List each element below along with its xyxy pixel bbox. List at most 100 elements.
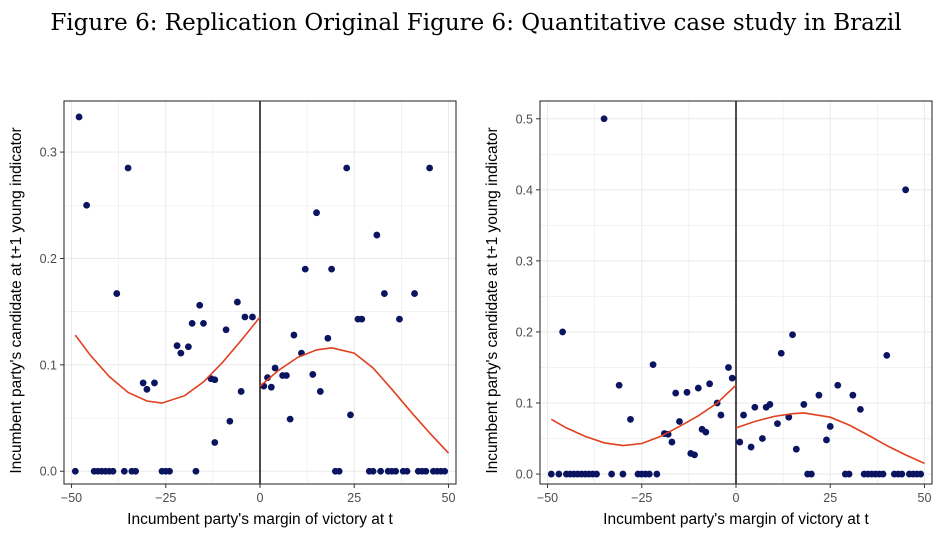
x-axis-label: Incumbent party's margin of victory at t <box>603 511 869 528</box>
x-axis-label: Incumbent party's margin of victory at t <box>127 511 393 528</box>
data-point <box>403 467 411 475</box>
data-point <box>747 443 755 451</box>
data-point <box>151 379 158 387</box>
data-point <box>691 451 698 459</box>
data-point <box>369 467 377 475</box>
data-point <box>800 401 808 408</box>
y-tick-label: 0.2 <box>516 325 533 339</box>
data-point <box>249 313 256 321</box>
data-point <box>237 388 245 395</box>
data-point <box>422 467 430 475</box>
data-point <box>702 428 710 436</box>
data-point <box>845 470 853 478</box>
y-tick-label: 0.0 <box>516 468 533 482</box>
data-point <box>826 423 834 430</box>
data-point <box>377 467 385 475</box>
x-tick-label: 0 <box>733 491 740 505</box>
data-point <box>600 115 608 123</box>
data-point <box>328 265 336 273</box>
y-tick-label: 0.3 <box>40 146 57 160</box>
y-axis-label: Incumbent party's candidate at t+1 young… <box>484 127 501 473</box>
data-point <box>109 467 117 475</box>
data-point <box>188 319 196 327</box>
data-point <box>173 342 181 350</box>
data-point <box>615 381 623 389</box>
data-point <box>286 415 294 423</box>
data-point <box>676 418 683 425</box>
x-tick-label: 25 <box>347 491 361 505</box>
data-point <box>211 439 219 446</box>
data-point <box>740 411 747 419</box>
y-tick-label: 0.0 <box>40 465 57 479</box>
data-point <box>373 231 381 239</box>
data-point <box>226 417 234 425</box>
data-point <box>411 290 418 297</box>
x-tick-label: 25 <box>823 491 837 505</box>
data-point <box>396 315 403 323</box>
data-point <box>192 467 200 475</box>
data-point <box>823 436 830 444</box>
data-point <box>706 380 714 388</box>
y-tick-label: 0.5 <box>516 112 533 126</box>
data-point <box>668 438 676 446</box>
data-point <box>71 467 79 475</box>
data-point <box>547 470 555 478</box>
data-point <box>758 435 766 442</box>
data-point <box>789 331 796 339</box>
data-point <box>917 470 925 478</box>
data-point <box>426 164 434 172</box>
data-point <box>441 467 449 475</box>
data-point <box>834 381 842 389</box>
data-point <box>271 364 279 372</box>
data-point <box>849 391 857 399</box>
data-point <box>380 290 388 297</box>
data-point <box>619 470 627 478</box>
data-point <box>728 374 736 382</box>
x-tick-label: −50 <box>61 491 82 505</box>
data-point <box>75 113 83 121</box>
data-point <box>143 385 151 393</box>
y-tick-label: 0.4 <box>516 183 533 197</box>
data-point <box>774 420 781 428</box>
data-point <box>766 401 774 408</box>
data-point <box>593 470 600 478</box>
data-point <box>241 313 249 321</box>
data-point <box>120 467 128 475</box>
data-point <box>559 328 567 336</box>
data-point <box>725 364 732 371</box>
data-point <box>883 351 891 359</box>
y-axis-label: Incumbent party's candidate at t+1 young… <box>8 127 25 473</box>
data-point <box>132 467 140 475</box>
data-point <box>347 411 354 419</box>
y-tick-label: 0.2 <box>40 252 57 266</box>
data-point <box>267 383 275 391</box>
fit-line-right <box>259 346 450 454</box>
data-point <box>785 413 793 421</box>
data-point <box>717 411 725 419</box>
x-tick-label: 0 <box>257 491 264 505</box>
data-point <box>792 445 800 453</box>
data-point <box>683 388 691 396</box>
data-point <box>313 209 320 217</box>
y-tick-label: 0.1 <box>40 358 57 372</box>
fit-line-left <box>74 316 261 404</box>
data-point <box>898 470 906 478</box>
data-point <box>139 379 147 387</box>
chart-right: −50 −25 0 25 50 0.0 0.1 0.2 0.3 0.4 0.5 Incumbent p… <box>484 100 933 528</box>
data-point <box>124 164 132 172</box>
data-point <box>358 315 366 323</box>
data-point <box>856 405 864 413</box>
data-point <box>645 470 653 478</box>
data-point <box>290 331 298 339</box>
data-point <box>233 298 241 306</box>
data-point <box>879 470 887 478</box>
data-point <box>316 388 324 395</box>
fit-line-left <box>550 384 737 447</box>
y-tick-label: 0.3 <box>516 254 533 268</box>
data-point <box>627 415 634 423</box>
data-point <box>309 371 317 378</box>
figure-title: Figure 6: Replication Original Figure 6:… <box>50 10 902 36</box>
x-tick-label: 50 <box>442 491 456 505</box>
y-tick-label: 0.1 <box>516 396 533 410</box>
x-tick-label: 50 <box>918 491 932 505</box>
